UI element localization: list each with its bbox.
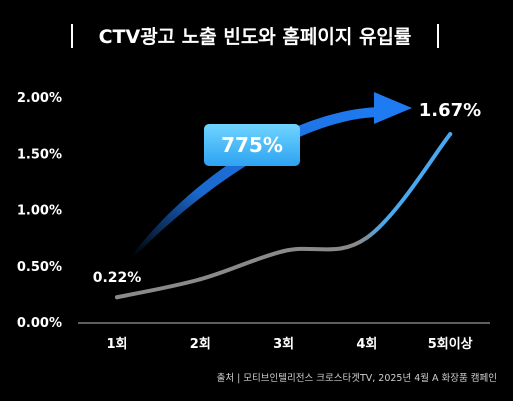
- data-point: [364, 235, 369, 240]
- y-axis: 2.00% 1.50% 1.00% 0.50% 0.00%: [17, 91, 62, 331]
- x-tick-label: 1회: [106, 336, 127, 352]
- x-tick-label: 2회: [190, 336, 211, 352]
- x-tick-label: 5회이상: [428, 336, 473, 352]
- growth-badge-label: 775%: [221, 133, 283, 157]
- growth-badge: 775%: [204, 124, 300, 166]
- data-point: [115, 295, 119, 300]
- y-tick-label: 1.50%: [17, 147, 62, 162]
- data-point: [448, 132, 453, 137]
- start-value-label: 0.22%: [93, 270, 142, 286]
- data-point: [198, 277, 203, 282]
- y-tick-label: 1.00%: [17, 204, 62, 219]
- source-note: 출처 | 모티브인텔리전스 크로스타겟TV, 2025년 4월 A 화장품 캠페…: [217, 372, 497, 384]
- end-value-label: 1.67%: [419, 100, 481, 121]
- y-tick-label: 0.50%: [17, 260, 62, 275]
- chart-title: CTV광고 노출 빈도와 홈페이지 유입률: [99, 25, 412, 48]
- x-tick-label: 3회: [273, 336, 294, 352]
- data-point: [281, 249, 286, 254]
- y-tick-label: 0.00%: [17, 316, 62, 331]
- x-axis: 1회 2회 3회 4회 5회이상: [106, 336, 472, 352]
- y-tick-label: 2.00%: [17, 91, 62, 106]
- x-tick-label: 4회: [356, 336, 377, 352]
- growth-arrow: [132, 92, 412, 257]
